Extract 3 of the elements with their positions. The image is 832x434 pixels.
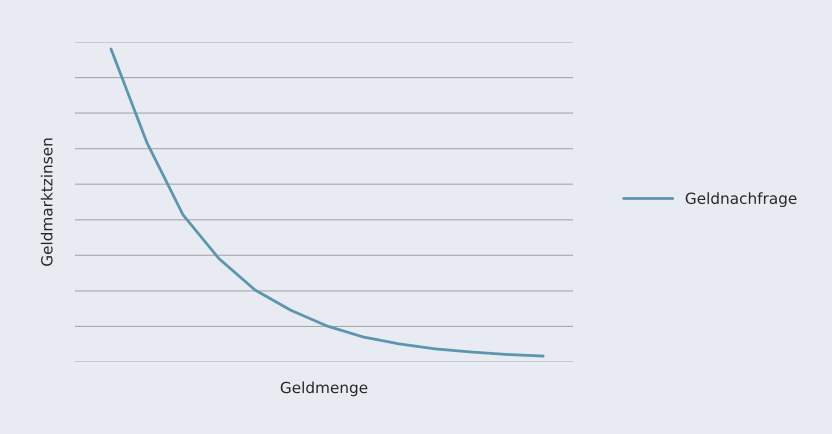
x-axis-title: Geldmenge xyxy=(280,381,368,396)
y-axis-title: Geldmarktzinsen xyxy=(40,138,53,266)
legend-label: Geldnachfrage xyxy=(686,192,796,208)
